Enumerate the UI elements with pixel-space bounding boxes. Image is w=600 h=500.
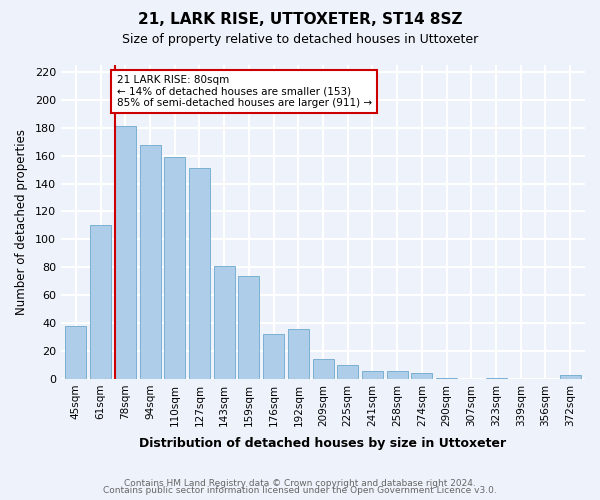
Bar	[386, 370, 407, 379]
Bar	[214, 266, 235, 379]
Text: 21 LARK RISE: 80sqm
← 14% of detached houses are smaller (153)
85% of semi-detac: 21 LARK RISE: 80sqm ← 14% of detached ho…	[116, 75, 372, 108]
Bar	[412, 374, 433, 379]
Bar	[65, 326, 86, 379]
Bar	[90, 226, 111, 379]
Bar	[189, 168, 210, 379]
Bar	[288, 328, 309, 379]
Bar	[337, 365, 358, 379]
Bar	[313, 360, 334, 379]
Bar	[263, 334, 284, 379]
Bar	[485, 378, 506, 379]
Bar	[164, 157, 185, 379]
Bar	[115, 126, 136, 379]
Text: Size of property relative to detached houses in Uttoxeter: Size of property relative to detached ho…	[122, 32, 478, 46]
Y-axis label: Number of detached properties: Number of detached properties	[15, 129, 28, 315]
Bar	[140, 144, 161, 379]
Text: 21, LARK RISE, UTTOXETER, ST14 8SZ: 21, LARK RISE, UTTOXETER, ST14 8SZ	[138, 12, 462, 28]
Text: Contains public sector information licensed under the Open Government Licence v3: Contains public sector information licen…	[103, 486, 497, 495]
Bar	[560, 374, 581, 379]
X-axis label: Distribution of detached houses by size in Uttoxeter: Distribution of detached houses by size …	[139, 437, 506, 450]
Bar	[436, 378, 457, 379]
Bar	[362, 370, 383, 379]
Text: Contains HM Land Registry data © Crown copyright and database right 2024.: Contains HM Land Registry data © Crown c…	[124, 478, 476, 488]
Bar	[238, 276, 259, 379]
